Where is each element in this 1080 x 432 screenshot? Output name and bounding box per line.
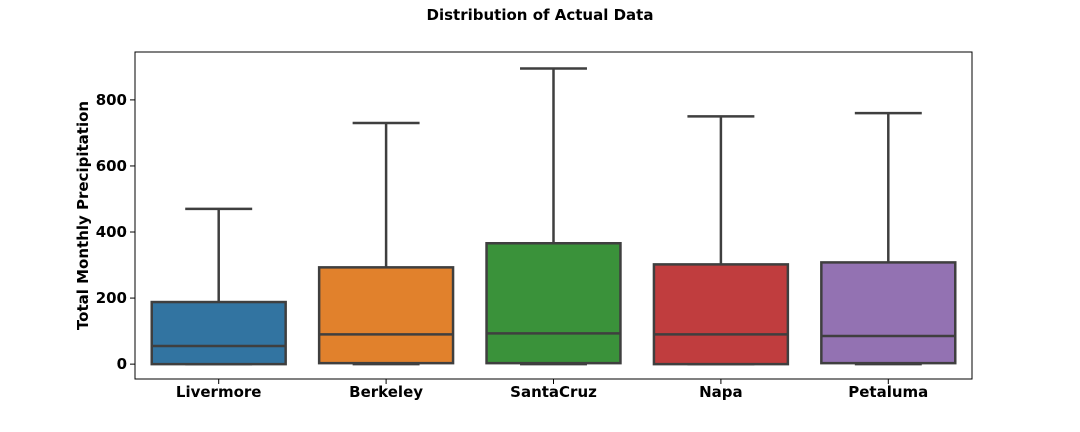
x-tick-label: Berkeley (349, 383, 423, 401)
y-tick-label: 0 (117, 355, 127, 373)
x-tick-label: Napa (699, 383, 743, 401)
chart-title: Distribution of Actual Data (426, 6, 654, 24)
box-santacruz (485, 241, 622, 365)
y-tick-label: 400 (96, 223, 127, 241)
box-livermore (150, 300, 287, 366)
y-tick-label: 800 (96, 91, 127, 109)
x-tick-label: Petaluma (848, 383, 928, 401)
x-tick-label: Livermore (176, 383, 262, 401)
y-axis-title: Total Monthly Precipitation (74, 101, 92, 330)
y-tick-label: 200 (96, 289, 127, 307)
box-napa (652, 263, 790, 366)
y-tick-label: 600 (96, 157, 127, 175)
box-petaluma (820, 261, 957, 365)
box-berkeley (317, 266, 455, 365)
x-tick-label: SantaCruz (510, 383, 597, 401)
